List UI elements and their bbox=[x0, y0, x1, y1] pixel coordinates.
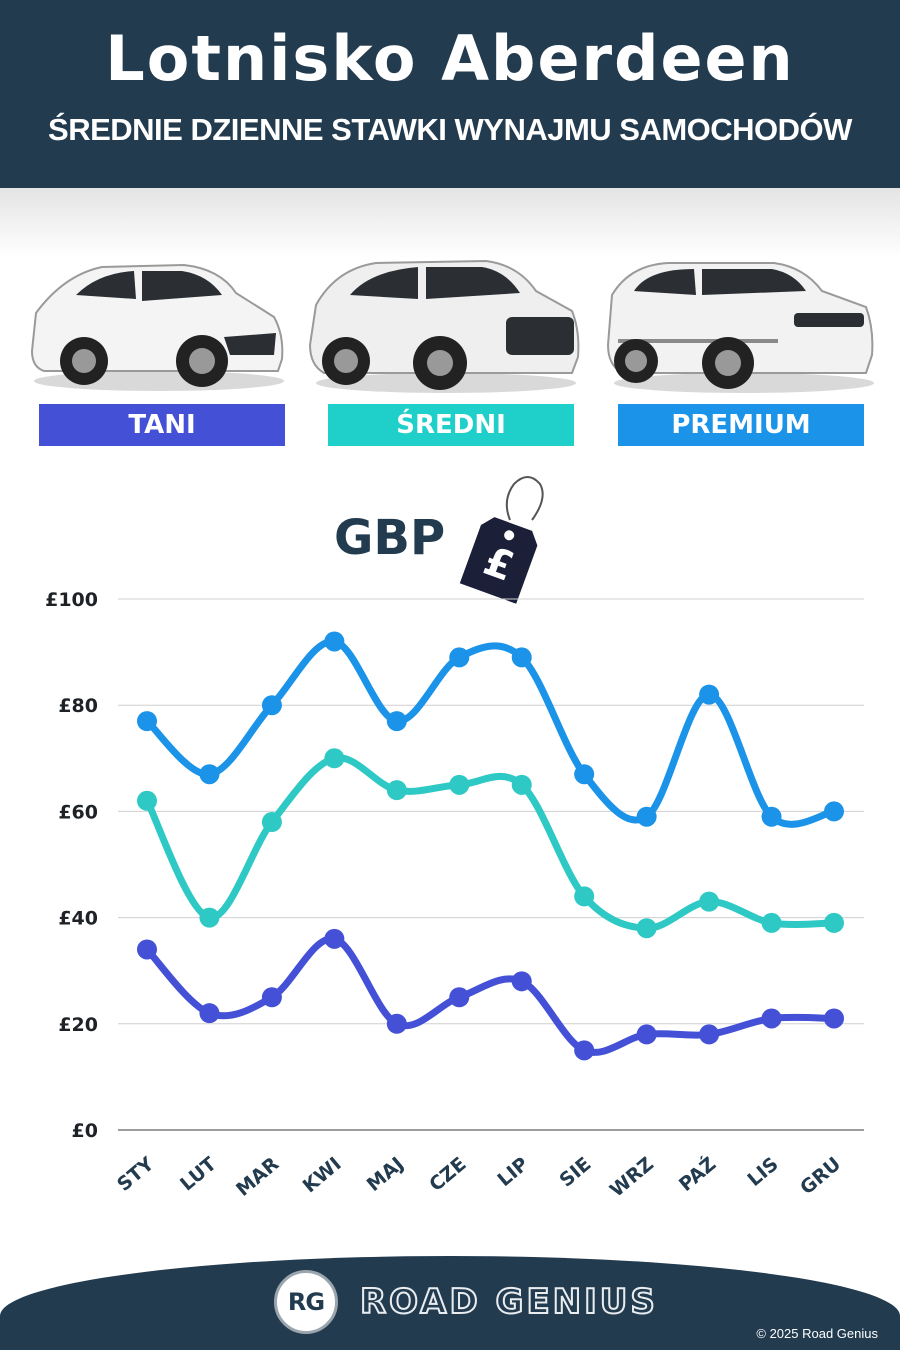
data-point bbox=[699, 1024, 720, 1045]
line-chart: £0 £20 £40 £60 £80 £100 STY LUT MAR KWI MAJ CZE LIP… bbox=[45, 589, 864, 1202]
badge-sredni: ŚREDNI bbox=[328, 404, 574, 446]
data-point bbox=[824, 801, 844, 822]
x-tick-label: LUT bbox=[176, 1153, 221, 1195]
data-point bbox=[261, 812, 282, 833]
currency-label: GBP bbox=[334, 510, 446, 566]
data-point bbox=[574, 764, 595, 785]
x-tick-label: MAR bbox=[232, 1153, 283, 1201]
data-point bbox=[386, 711, 407, 732]
data-point bbox=[137, 790, 157, 811]
logo-initials: RG bbox=[287, 1288, 325, 1316]
data-point bbox=[199, 907, 220, 928]
data-point bbox=[761, 1008, 782, 1029]
data-point bbox=[636, 918, 657, 939]
badge-tani: TANI bbox=[39, 404, 285, 446]
data-point bbox=[824, 912, 844, 933]
data-point bbox=[324, 748, 345, 769]
hatchback-car-icon bbox=[30, 263, 284, 391]
x-tick-label: SIE bbox=[555, 1153, 595, 1192]
data-point bbox=[699, 684, 720, 705]
data-point bbox=[386, 780, 407, 801]
premium-suv-car-icon bbox=[606, 262, 874, 393]
y-tick-label: £60 bbox=[58, 801, 98, 823]
price-tag-icon: £ bbox=[459, 476, 544, 604]
data-point bbox=[386, 1013, 407, 1034]
data-point bbox=[511, 647, 532, 668]
data-point bbox=[511, 971, 532, 992]
x-tick-label: STY bbox=[113, 1153, 158, 1196]
data-point bbox=[449, 774, 470, 795]
footer-banner bbox=[0, 1256, 900, 1350]
x-tick-label: LIP bbox=[493, 1153, 533, 1191]
data-point bbox=[137, 711, 157, 732]
data-point bbox=[761, 912, 782, 933]
y-tick-label: £20 bbox=[58, 1014, 98, 1036]
data-point bbox=[261, 987, 282, 1008]
data-point bbox=[824, 1008, 844, 1029]
data-point bbox=[324, 631, 345, 652]
series-line bbox=[143, 935, 838, 1056]
series-line bbox=[143, 637, 838, 828]
road-genius-logo: RG bbox=[274, 1270, 338, 1334]
header-banner: Lotnisko Aberdeen ŚREDNIE DZIENNE STAWKI… bbox=[0, 0, 900, 188]
y-tick-label: £80 bbox=[58, 695, 98, 717]
brand-name: ROAD GENIUS bbox=[359, 1281, 658, 1323]
data-point bbox=[636, 806, 657, 827]
data-point bbox=[324, 928, 345, 949]
data-point bbox=[261, 695, 282, 716]
x-tick-label: GRU bbox=[796, 1153, 845, 1199]
copyright-text: © 2025 Road Genius bbox=[756, 1326, 878, 1341]
data-point bbox=[574, 886, 595, 907]
data-point bbox=[511, 774, 532, 795]
data-point bbox=[199, 1003, 220, 1024]
data-point bbox=[199, 764, 220, 785]
x-tick-label: CZE bbox=[425, 1153, 470, 1196]
page-subtitle: ŚREDNIE DZIENNE STAWKI WYNAJMU SAMOCHODÓ… bbox=[48, 112, 852, 147]
y-tick-label: £0 bbox=[72, 1120, 98, 1142]
x-tick-label: KWI bbox=[299, 1153, 346, 1197]
y-tick-label: £40 bbox=[58, 908, 98, 930]
data-point bbox=[574, 1040, 595, 1061]
data-point bbox=[636, 1024, 657, 1045]
data-point bbox=[761, 806, 782, 827]
x-tick-label: WRZ bbox=[606, 1153, 658, 1202]
data-point bbox=[449, 987, 470, 1008]
page-title: Lotnisko Aberdeen bbox=[105, 22, 795, 95]
y-tick-label: £100 bbox=[45, 589, 98, 611]
x-tick-label: LIS bbox=[743, 1153, 782, 1191]
x-tick-label: PAŹ bbox=[674, 1152, 720, 1196]
suv-car-icon bbox=[308, 259, 580, 393]
data-point bbox=[137, 939, 157, 960]
badge-premium: PREMIUM bbox=[618, 404, 864, 446]
header-shadow bbox=[0, 188, 900, 258]
data-point bbox=[699, 891, 720, 912]
x-tick-label: MAJ bbox=[363, 1153, 408, 1196]
data-point bbox=[449, 647, 470, 668]
series-line bbox=[143, 754, 838, 932]
